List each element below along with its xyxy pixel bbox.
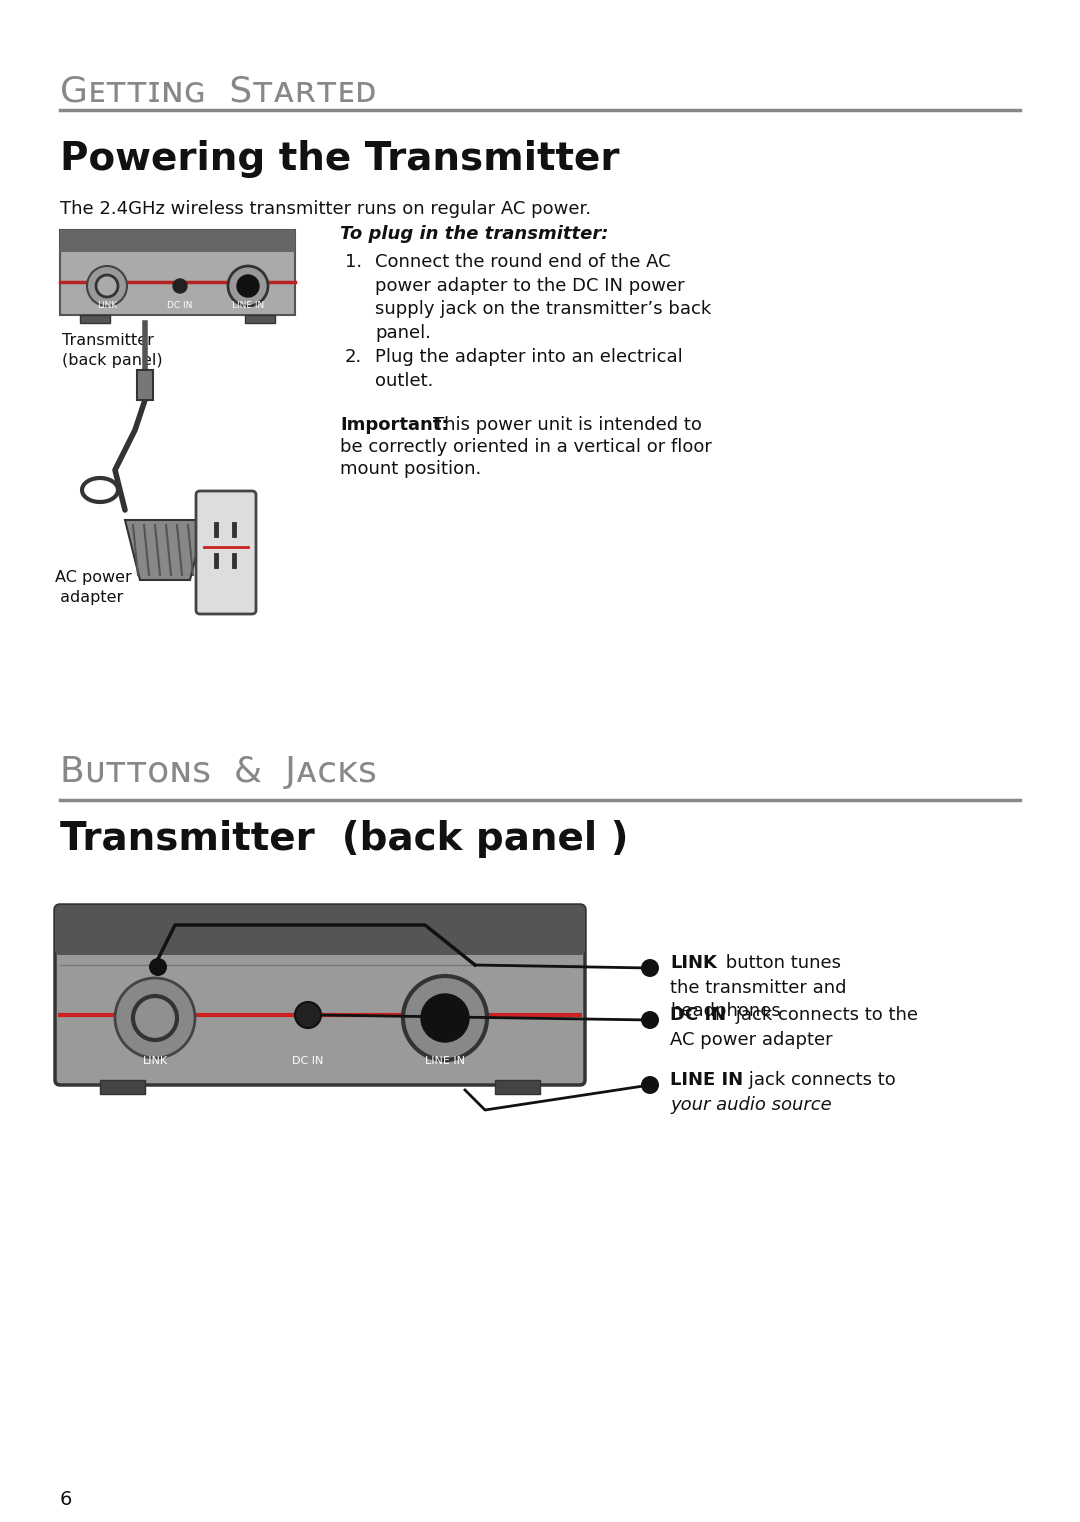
- Circle shape: [96, 275, 118, 297]
- FancyBboxPatch shape: [55, 906, 585, 1085]
- Circle shape: [149, 957, 167, 976]
- Text: LINE IN: LINE IN: [670, 1071, 743, 1090]
- Polygon shape: [125, 521, 205, 580]
- Circle shape: [642, 1011, 659, 1029]
- Circle shape: [87, 266, 127, 306]
- Circle shape: [237, 275, 259, 297]
- FancyBboxPatch shape: [195, 492, 256, 613]
- Text: LINE IN: LINE IN: [426, 1056, 465, 1065]
- Circle shape: [642, 1076, 659, 1094]
- Bar: [100, 1081, 145, 1094]
- Text: the transmitter and: the transmitter and: [670, 979, 847, 997]
- Text: Gᴇᴛᴛɪɴɢ  Sᴛᴀʀᴛᴇᴅ: Gᴇᴛᴛɪɴɢ Sᴛᴀʀᴛᴇᴅ: [60, 75, 377, 110]
- Text: Transmitter  (back panel ): Transmitter (back panel ): [60, 820, 629, 858]
- Text: Bᴜᴛᴛᴏɴѕ  &  Jᴀᴄᴋѕ: Bᴜᴛᴛᴏɴѕ & Jᴀᴄᴋѕ: [60, 755, 377, 788]
- Text: (back panel): (back panel): [62, 353, 163, 368]
- Circle shape: [173, 279, 187, 294]
- Text: To plug in the transmitter:: To plug in the transmitter:: [340, 225, 608, 244]
- Circle shape: [642, 959, 659, 977]
- Bar: [245, 315, 275, 323]
- Circle shape: [114, 979, 195, 1058]
- Circle shape: [421, 994, 469, 1043]
- Text: adapter: adapter: [55, 591, 123, 606]
- Bar: [60, 230, 295, 253]
- Text: Transmitter: Transmitter: [62, 333, 153, 349]
- Circle shape: [295, 1001, 321, 1027]
- Text: be correctly oriented in a vertical or floor: be correctly oriented in a vertical or f…: [340, 438, 712, 457]
- Text: AC power adapter: AC power adapter: [670, 1030, 833, 1049]
- Text: LINK: LINK: [143, 1056, 167, 1065]
- Text: LINK: LINK: [97, 301, 117, 310]
- Text: LINK: LINK: [670, 954, 717, 973]
- Text: AC power: AC power: [55, 571, 132, 584]
- Circle shape: [403, 976, 487, 1059]
- Text: The 2.4GHz wireless transmitter runs on regular AC power.: The 2.4GHz wireless transmitter runs on …: [60, 199, 591, 218]
- Bar: [495, 1081, 540, 1094]
- Text: 6: 6: [60, 1490, 72, 1508]
- Circle shape: [228, 266, 268, 306]
- Text: LINE IN: LINE IN: [232, 301, 265, 310]
- Text: Powering the Transmitter: Powering the Transmitter: [60, 140, 620, 178]
- Text: 2.: 2.: [345, 349, 362, 365]
- Bar: [80, 315, 110, 323]
- Text: button tunes: button tunes: [720, 954, 841, 973]
- Bar: [137, 370, 153, 400]
- Text: mount position.: mount position.: [340, 460, 482, 478]
- Text: DC IN: DC IN: [293, 1056, 324, 1065]
- Text: DC IN: DC IN: [167, 301, 192, 310]
- Bar: [60, 230, 295, 315]
- Text: jack connects to the: jack connects to the: [730, 1006, 918, 1024]
- Text: DC IN: DC IN: [670, 1006, 726, 1024]
- Text: This power unit is intended to: This power unit is intended to: [433, 416, 702, 434]
- FancyBboxPatch shape: [55, 906, 585, 954]
- Text: jack connects to: jack connects to: [743, 1071, 895, 1090]
- Circle shape: [133, 995, 177, 1040]
- Text: Important:: Important:: [340, 416, 448, 434]
- Text: Connect the round end of the AC
power adapter to the DC IN power
supply jack on : Connect the round end of the AC power ad…: [375, 253, 712, 342]
- Text: 1.: 1.: [345, 253, 362, 271]
- Text: Plug the adapter into an electrical
outlet.: Plug the adapter into an electrical outl…: [375, 349, 683, 390]
- Text: headphones: headphones: [670, 1001, 781, 1020]
- Bar: [60, 910, 580, 950]
- Text: your audio source: your audio source: [670, 1096, 832, 1114]
